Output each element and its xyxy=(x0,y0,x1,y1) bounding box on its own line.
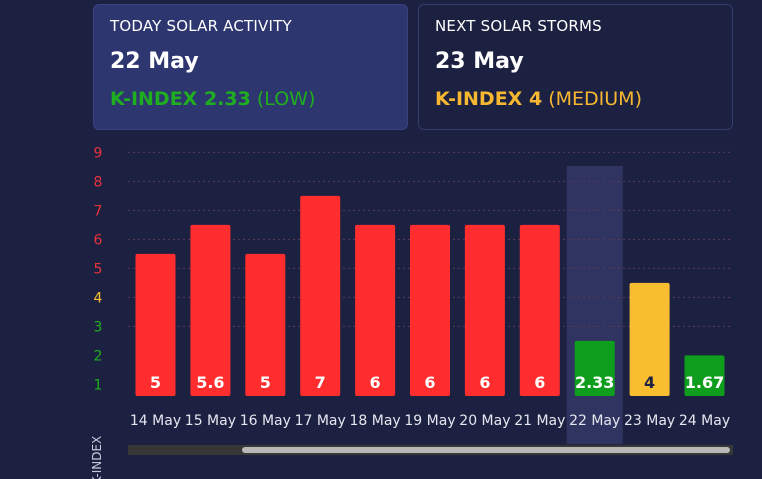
bar xyxy=(410,224,450,396)
highlight-column xyxy=(566,166,623,444)
y-tick-label: 9 xyxy=(94,145,103,161)
x-tick-label: 19 May xyxy=(404,413,455,429)
y-tick-label: 1 xyxy=(94,377,103,393)
y-tick-label: 5 xyxy=(94,261,103,277)
next-card-date: 23 May xyxy=(435,49,524,74)
next-kindex-level: (MEDIUM) xyxy=(548,88,642,110)
today-kindex-level: (LOW) xyxy=(256,88,316,110)
today-solar-card: TODAY SOLAR ACTIVITY 22 May K-INDEX 2.33… xyxy=(93,4,408,130)
next-storms-card: NEXT SOLAR STORMS 23 May K-INDEX 4 (MEDI… xyxy=(418,4,733,130)
bar xyxy=(300,195,341,396)
y-tick-label: 2 xyxy=(94,348,103,364)
bar-value-label: 6 xyxy=(479,373,490,392)
x-tick-label: 22 May xyxy=(569,413,620,429)
x-tick-label: 18 May xyxy=(349,413,400,429)
bar xyxy=(190,224,231,396)
x-tick-label: 24 May xyxy=(679,413,730,429)
x-tick-label: 14 May xyxy=(130,413,181,429)
y-tick-label: 3 xyxy=(94,319,103,335)
bar-value-label: 6 xyxy=(534,373,545,392)
bar-value-label: 1.67 xyxy=(685,373,724,392)
x-tick-label: 21 May xyxy=(514,413,565,429)
x-tick-label: 17 May xyxy=(295,413,346,429)
x-tick-label: 15 May xyxy=(185,413,236,429)
bar-value-label: 6 xyxy=(370,373,381,392)
bar-value-label: 2.33 xyxy=(575,373,614,392)
bar xyxy=(519,224,560,396)
next-card-kindex-line: K-INDEX 4 (MEDIUM) xyxy=(435,88,716,110)
bar xyxy=(629,282,670,396)
bar xyxy=(135,253,176,396)
bar-value-label: 7 xyxy=(315,373,326,392)
next-kindex-value: K-INDEX 4 xyxy=(435,88,543,110)
y-axis-label: K-INDEX xyxy=(90,436,104,479)
y-tick-label: 6 xyxy=(94,232,103,248)
bar-value-label: 5.6 xyxy=(196,373,224,392)
x-tick-label: 23 May xyxy=(624,413,675,429)
scrollbar-thumb[interactable] xyxy=(242,447,730,453)
next-card-label: NEXT SOLAR STORMS xyxy=(435,17,602,35)
x-tick-label: 16 May xyxy=(240,413,291,429)
today-card-kindex-line: K-INDEX 2.33 (LOW) xyxy=(110,88,391,110)
bar-value-label: 5 xyxy=(260,373,271,392)
bar-value-label: 6 xyxy=(424,373,435,392)
bar-value-label: 4 xyxy=(644,373,655,392)
x-tick-label: 20 May xyxy=(459,413,510,429)
bar xyxy=(684,355,725,396)
today-card-label: TODAY SOLAR ACTIVITY xyxy=(110,17,292,35)
today-card-date: 22 May xyxy=(110,49,199,74)
bar xyxy=(574,340,615,396)
y-tick-label: 7 xyxy=(94,203,103,219)
y-tick-label: 4 xyxy=(94,290,103,306)
today-kindex-value: K-INDEX 2.33 xyxy=(110,88,251,110)
bar xyxy=(464,224,505,396)
y-tick-label: 8 xyxy=(94,174,103,190)
bar xyxy=(245,253,286,396)
bar xyxy=(355,224,396,396)
bar-value-label: 5 xyxy=(150,373,161,392)
